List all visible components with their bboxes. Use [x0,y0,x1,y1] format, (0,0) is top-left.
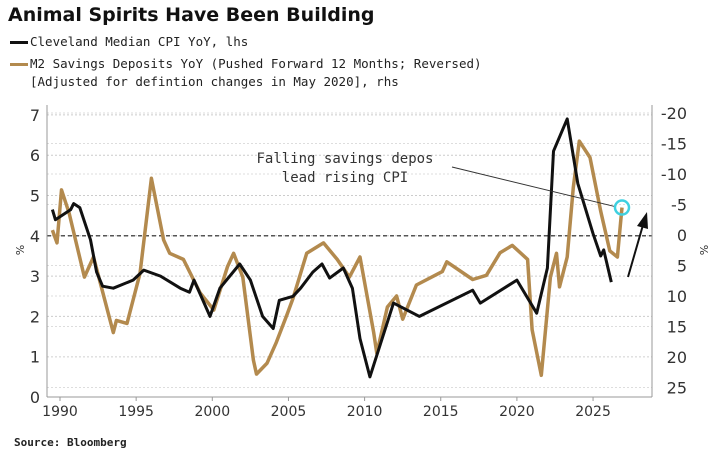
annotation-line1: Falling savings depos [256,151,433,167]
left-tick-label: 4 [30,227,40,246]
right-tick-label: 15 [667,318,687,337]
left-axis-label: % [13,245,26,255]
x-tick-label: 2025 [575,404,611,420]
highlight-circle [613,199,631,216]
x-tick-label: 2005 [271,404,307,420]
legend-swatch-cpi [10,41,28,44]
right-tick-label: 25 [667,379,687,398]
legend-swatch-m2 [10,63,28,66]
right-tick-label: 20 [667,348,687,367]
right-tick-label: 0 [677,226,687,245]
series-line-m2 [50,139,624,378]
right-tick-label: 5 [677,257,687,276]
right-tick-label: -20 [661,104,687,123]
chart-title: Animal Spirits Have Been Building [8,4,375,26]
x-tick-label: 2000 [194,404,230,420]
source-note: Source: Bloomberg [14,436,127,449]
legend-label-cpi: Cleveland Median CPI YoY, lhs [30,34,249,49]
right-tick-label: 10 [667,287,687,306]
trend-arrow-head-icon [637,212,648,229]
legend-label-m2: M2 Savings Deposits YoY (Pushed Forward … [30,56,482,71]
left-tick-label: 7 [30,106,40,125]
x-tick-label: 2020 [499,404,535,420]
right-tick-label: -10 [661,165,687,184]
left-tick-label: 0 [30,388,40,407]
left-tick-label: 2 [30,307,40,326]
left-tick-label: 5 [30,187,40,206]
annotation-line2: lead rising CPI [282,170,408,186]
legend-item-cpi: Cleveland Median CPI YoY, lhs [10,34,248,49]
x-tick-label: 2015 [423,404,459,420]
x-tick-label: 1990 [42,404,78,420]
x-tick-label: 1995 [118,404,154,420]
series-line-cpi [50,117,613,379]
right-axis-label: % [697,245,710,255]
legend-label-m2-line2: [Adjusted for defintion changes in May 2… [30,74,399,89]
trend-arrow-shaft [627,224,644,278]
right-tick-label: -15 [661,135,687,154]
annotation-leader-line [451,166,616,208]
legend-item-m2: M2 Savings Deposits YoY (Pushed Forward … [10,56,482,71]
left-tick-label: 3 [30,267,40,286]
left-tick-label: 6 [30,146,40,165]
x-tick-label: 2010 [347,404,383,420]
left-tick-label: 1 [30,348,40,367]
right-tick-label: -5 [671,196,687,215]
